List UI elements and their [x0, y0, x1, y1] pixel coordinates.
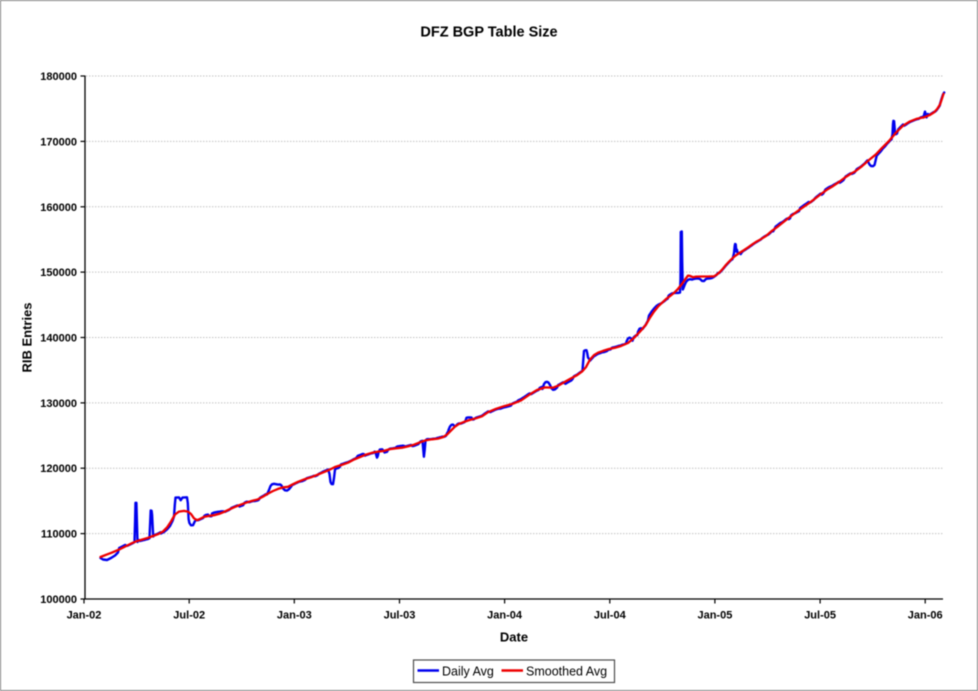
svg-text:150000: 150000 — [40, 267, 77, 279]
svg-text:Jan-05: Jan-05 — [697, 610, 732, 622]
svg-text:100000: 100000 — [40, 594, 77, 606]
svg-text:160000: 160000 — [40, 202, 77, 214]
svg-text:Smoothed Avg: Smoothed Avg — [526, 665, 607, 679]
svg-text:Daily Avg: Daily Avg — [442, 665, 494, 679]
svg-text:Jan-03: Jan-03 — [277, 610, 312, 622]
svg-text:Jul-05: Jul-05 — [804, 610, 836, 622]
svg-text:140000: 140000 — [40, 333, 77, 345]
svg-text:DFZ BGP Table Size: DFZ BGP Table Size — [420, 25, 557, 41]
svg-text:Date: Date — [500, 630, 528, 645]
svg-text:RIB Entries: RIB Entries — [20, 302, 35, 372]
svg-text:120000: 120000 — [40, 463, 77, 475]
svg-text:Jul-02: Jul-02 — [173, 610, 205, 622]
svg-text:130000: 130000 — [40, 398, 77, 410]
svg-text:180000: 180000 — [40, 71, 77, 83]
svg-text:110000: 110000 — [41, 529, 77, 541]
svg-text:Jul-03: Jul-03 — [384, 610, 416, 622]
svg-text:Jan-04: Jan-04 — [487, 610, 523, 622]
svg-text:170000: 170000 — [40, 136, 77, 148]
svg-text:Jan-06: Jan-06 — [908, 610, 943, 622]
svg-text:Jan-02: Jan-02 — [67, 610, 102, 622]
svg-text:Jul-04: Jul-04 — [594, 610, 627, 622]
